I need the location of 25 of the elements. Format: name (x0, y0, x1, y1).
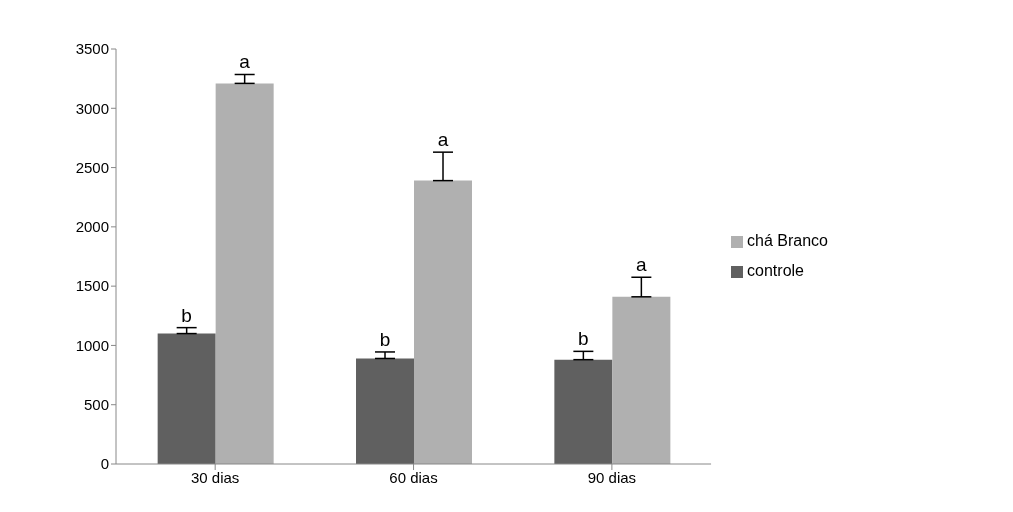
annotation: b (181, 304, 192, 326)
bar (554, 359, 613, 464)
annotation: b (578, 328, 589, 350)
y-tick-label: 3500 (75, 40, 109, 58)
y-tick-label: 1000 (75, 336, 109, 354)
legend-label: controle (747, 262, 804, 279)
bar (612, 296, 671, 464)
annotation: b (379, 328, 391, 350)
annotation: a (636, 254, 648, 276)
bar (414, 180, 473, 464)
y-tick-label: 0 (100, 455, 109, 473)
bar (356, 358, 415, 464)
y-tick-label: 2500 (75, 158, 109, 176)
x-tick-label: 60 dias (389, 468, 438, 486)
y-tick-label: 2000 (75, 218, 109, 236)
y-tick-label: 3000 (75, 99, 109, 117)
annotation: a (239, 51, 251, 73)
bar (215, 83, 274, 464)
y-tick-label: 500 (83, 396, 109, 414)
annotation: a (437, 129, 449, 151)
x-tick-label: 90 dias (587, 468, 637, 486)
x-tick-label: 30 dias (190, 468, 240, 486)
legend-label: chá Branco (747, 232, 828, 249)
bar (157, 333, 216, 464)
y-tick-label: 1500 (75, 277, 109, 295)
